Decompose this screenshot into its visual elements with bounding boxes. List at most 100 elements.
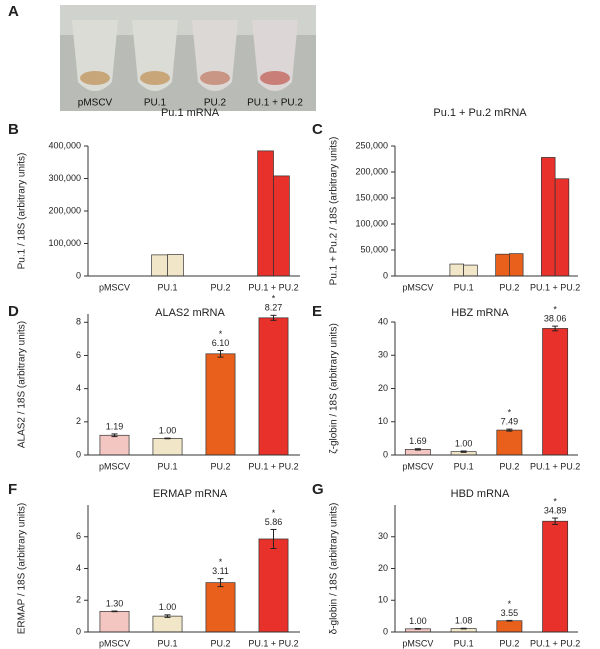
y-tick-label: 50,000 (360, 244, 388, 254)
y-tick-label: 0 (383, 270, 388, 280)
y-tick-label: 8 (76, 317, 81, 327)
y-tick-label: 100,000 (48, 238, 81, 248)
x-tick-label: PU.2 (499, 461, 519, 471)
significance-marker: * (553, 304, 557, 314)
y-tick-label: 250,000 (355, 140, 388, 150)
chart-panel: D ALAS2 mRNA ALAS2 / 18S (arbitrary units)… (8, 294, 300, 471)
x-tick-label: PU.1 (454, 461, 474, 471)
x-tick-label: PU.1 + PU.2 (248, 461, 298, 471)
y-tick-label: 40 (378, 316, 388, 326)
y-tick-label: 6 (76, 531, 81, 541)
panel-letter: G (312, 481, 324, 498)
bar (495, 253, 510, 277)
y-tick-label: 6 (76, 350, 81, 360)
chart-title: HBZ mRNA (451, 307, 509, 319)
significance-marker: * (508, 407, 512, 417)
bar (258, 317, 289, 456)
x-tick-label: pMSCV (99, 461, 130, 471)
y-axis-label: δ-globin / 18S (arbitrary units) (329, 503, 340, 635)
photo-label: pMSCV (78, 98, 113, 109)
x-tick-label: pMSCV (402, 282, 433, 292)
value-label: 3.55 (501, 608, 519, 618)
value-label: 6.10 (212, 338, 230, 348)
y-tick-label: 100,000 (355, 218, 388, 228)
y-axis-label: ERMAP / 18S (arbitrary units) (17, 503, 28, 635)
bar (273, 175, 290, 277)
significance-marker: * (553, 496, 557, 506)
value-label: 34.89 (544, 505, 567, 515)
y-tick-label: 10 (378, 416, 388, 426)
significance-marker: * (219, 329, 223, 339)
significance-marker: * (508, 599, 512, 609)
value-label: 7.49 (501, 416, 519, 426)
panel-letter: E (312, 303, 322, 320)
y-tick-label: 10 (378, 595, 388, 605)
significance-marker: * (272, 294, 276, 304)
panel-letter: C (312, 121, 323, 138)
bar (152, 438, 183, 456)
photo-label: PU.2 (204, 98, 227, 109)
y-tick-label: 20 (378, 383, 388, 393)
x-tick-label: pMSCV (402, 638, 433, 648)
chart-panel: B Pu.1 mRNA Pu.1 / 18S (arbitrary units) 0 1… (8, 107, 300, 292)
chart-title: ERMAP mRNA (153, 488, 228, 500)
photo-label: PU.1 (144, 98, 167, 109)
y-tick-label: 2 (76, 595, 81, 605)
y-axis-label: Pu.1 / 18S (arbitrary units) (17, 153, 28, 270)
x-tick-label: PU.2 (210, 461, 230, 471)
bar (542, 328, 569, 456)
x-tick-label: PU.2 (210, 282, 230, 292)
x-tick-label: PU.2 (499, 638, 519, 648)
y-tick-label: 20 (378, 563, 388, 573)
panel-letter: A (8, 3, 19, 20)
chart-title: ALAS2 mRNA (155, 307, 225, 319)
x-tick-label: PU.1 + PU.2 (248, 282, 298, 292)
tubes (72, 20, 298, 91)
y-tick-label: 0 (76, 626, 81, 636)
value-label: 1.69 (409, 436, 427, 446)
bar (257, 150, 274, 277)
value-label: 5.86 (265, 517, 283, 527)
y-axis-label: ζ-globin / 18S (arbitrary units) (329, 323, 340, 454)
bar (205, 582, 236, 633)
panel-letter: F (8, 481, 17, 498)
value-label: 1.08 (455, 616, 473, 626)
value-label: 3.11 (212, 566, 229, 576)
chart-panel: F ERMAP mRNA ERMAP / 18S (arbitrary units)… (8, 481, 300, 648)
bar (151, 254, 168, 277)
y-tick-label: 200,000 (48, 205, 81, 215)
bar (509, 253, 524, 277)
value-label: 1.00 (159, 602, 177, 612)
panel-letter: B (8, 121, 19, 138)
y-tick-label: 4 (76, 563, 81, 573)
y-tick-label: 400,000 (48, 140, 81, 150)
significance-marker: * (272, 508, 276, 518)
x-tick-label: PU.1 (157, 638, 177, 648)
y-axis-label: ALAS2 / 18S (arbitrary units) (17, 321, 28, 448)
x-tick-label: PU.1 (454, 282, 474, 292)
y-tick-label: 30 (378, 350, 388, 360)
x-tick-label: PU.2 (210, 638, 230, 648)
value-label: 1.19 (106, 421, 124, 431)
y-tick-label: 200,000 (355, 166, 388, 176)
photo-panel: A pMSCV PU.1 PU.2 PU.1 + PU.2 (8, 3, 316, 111)
bar (99, 434, 130, 456)
chart-panel: C Pu.1 + Pu.2 mRNA Pu.1 + Pu.2 / 18S (arbi… (312, 107, 580, 292)
value-label: 1.00 (159, 425, 177, 435)
bar (258, 538, 289, 633)
value-label: 8.27 (265, 303, 283, 313)
bar (99, 611, 130, 633)
x-tick-label: pMSCV (99, 282, 130, 292)
value-label: 1.00 (409, 616, 427, 626)
x-tick-label: PU.1 (157, 282, 177, 292)
value-label: 1.30 (106, 598, 124, 608)
bar (152, 615, 183, 633)
bar (542, 520, 569, 633)
chart-title: Pu.1 mRNA (161, 107, 220, 119)
y-axis-label: Pu.1 + Pu.2 / 18S (arbitrary units) (329, 137, 340, 286)
bar (496, 429, 523, 456)
photo-label: PU.1 + PU.2 (247, 98, 303, 109)
x-tick-label: PU.1 (454, 638, 474, 648)
